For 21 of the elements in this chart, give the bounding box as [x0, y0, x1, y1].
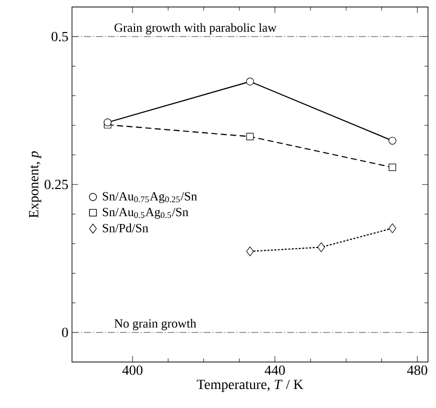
- y-axis-title: Exponent, p: [29, 151, 42, 218]
- x-tick-label: 440: [264, 366, 285, 375]
- x-tick-label: 400: [122, 366, 142, 375]
- y-tick-label: 0.5: [52, 32, 68, 42]
- y-tick-label: 0: [62, 328, 68, 338]
- point: [388, 136, 396, 145]
- point: [246, 246, 254, 256]
- point: [317, 242, 325, 252]
- point: [246, 78, 254, 86]
- point: [104, 118, 112, 126]
- legend-label: Sn/Au$_{0.75}$Ag$_{0.25}$/Sn: [102, 192, 198, 204]
- ref-line-label: No grain growth: [114, 318, 196, 330]
- y-tick-label: 0.25: [44, 180, 68, 190]
- legend-label: Sn/Pd/Sn: [102, 224, 148, 232]
- point: [388, 223, 396, 234]
- legend-label: Sn/Au$_{0.5}$Ag$_{0.5}$/Sn: [102, 208, 188, 219]
- point: [388, 164, 396, 172]
- point: [246, 132, 254, 140]
- x-tick-label: 480: [407, 366, 428, 375]
- x-axis-title: Temperature, T / K: [196, 380, 304, 392]
- ref-line-label: Grain growth with parabolic law: [114, 23, 277, 34]
